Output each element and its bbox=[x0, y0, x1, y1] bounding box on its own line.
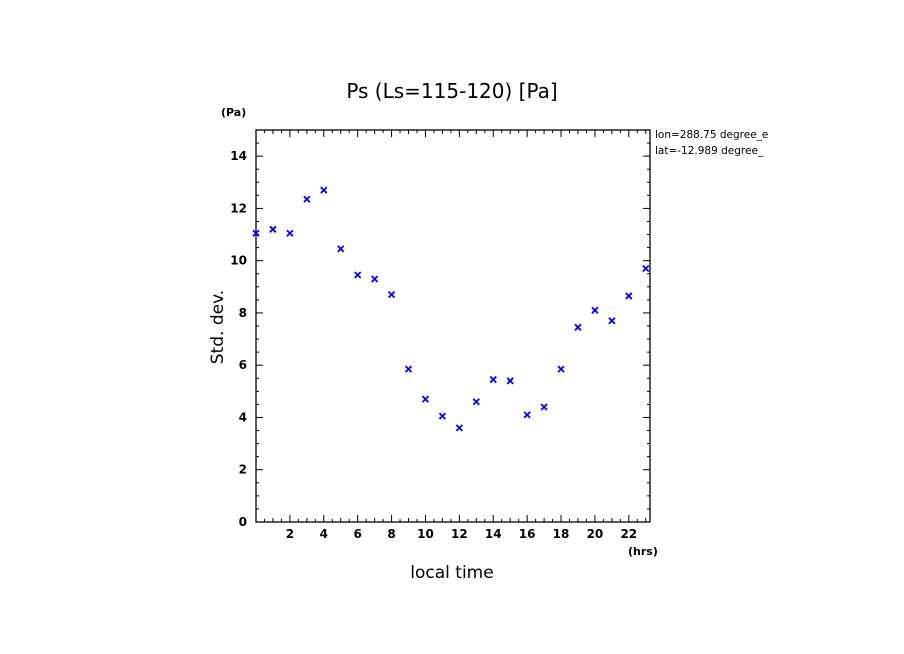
data-point bbox=[642, 264, 650, 273]
data-point bbox=[387, 291, 396, 299]
data-point bbox=[370, 275, 379, 283]
y-tick-label: 8 bbox=[239, 306, 247, 320]
y-tick-label: 0 bbox=[239, 515, 247, 529]
x-tick-label: 10 bbox=[417, 527, 434, 541]
x-tick-label: 18 bbox=[553, 527, 570, 541]
annotation-lon: lon=288.75 degree_e bbox=[655, 129, 768, 141]
x-tick-label: 16 bbox=[519, 527, 536, 541]
annotation-lat: lat=-12.989 degree_ bbox=[655, 145, 764, 157]
x-tick-label: 14 bbox=[485, 527, 502, 541]
data-point bbox=[540, 403, 548, 411]
data-point bbox=[252, 229, 260, 237]
data-point bbox=[354, 271, 362, 279]
plot-frame bbox=[255, 129, 651, 523]
data-point bbox=[574, 323, 582, 331]
y-axis-title: Std. dev. bbox=[208, 290, 228, 364]
data-point bbox=[320, 186, 328, 194]
y-tick-label: 14 bbox=[230, 149, 247, 163]
data-point bbox=[404, 365, 413, 373]
x-tick-label: 4 bbox=[320, 527, 328, 541]
data-point bbox=[489, 375, 497, 384]
y-tick-label: 12 bbox=[230, 201, 247, 215]
x-tick-label: 12 bbox=[451, 527, 468, 541]
data-point bbox=[455, 424, 463, 432]
data-point bbox=[269, 225, 277, 233]
y-tick-label: 10 bbox=[230, 254, 247, 268]
data-point bbox=[506, 377, 514, 385]
y-unit-label: (Pa) bbox=[221, 106, 246, 119]
x-unit-label: (hrs) bbox=[628, 545, 658, 558]
y-tick-label: 6 bbox=[239, 358, 247, 372]
data-point bbox=[625, 292, 633, 300]
y-tick-label: 2 bbox=[239, 463, 247, 477]
data-point bbox=[557, 365, 565, 373]
data-point bbox=[608, 317, 616, 325]
data-point bbox=[286, 229, 294, 237]
data-point bbox=[591, 306, 599, 314]
data-point bbox=[523, 411, 531, 419]
x-tick-label: 6 bbox=[353, 527, 361, 541]
y-tick-label: 4 bbox=[239, 410, 247, 424]
data-point bbox=[303, 195, 311, 203]
x-tick-label: 8 bbox=[387, 527, 395, 541]
chart-title: Ps (Ls=115-120) [Pa] bbox=[346, 79, 557, 103]
x-tick-label: 20 bbox=[587, 527, 604, 541]
data-point bbox=[472, 398, 480, 406]
x-tick-label: 2 bbox=[286, 527, 294, 541]
data-point bbox=[337, 245, 345, 253]
x-tick-label: 22 bbox=[620, 527, 637, 541]
data-point bbox=[438, 412, 447, 420]
data-point bbox=[421, 395, 430, 403]
x-axis-title: local time bbox=[410, 563, 493, 583]
